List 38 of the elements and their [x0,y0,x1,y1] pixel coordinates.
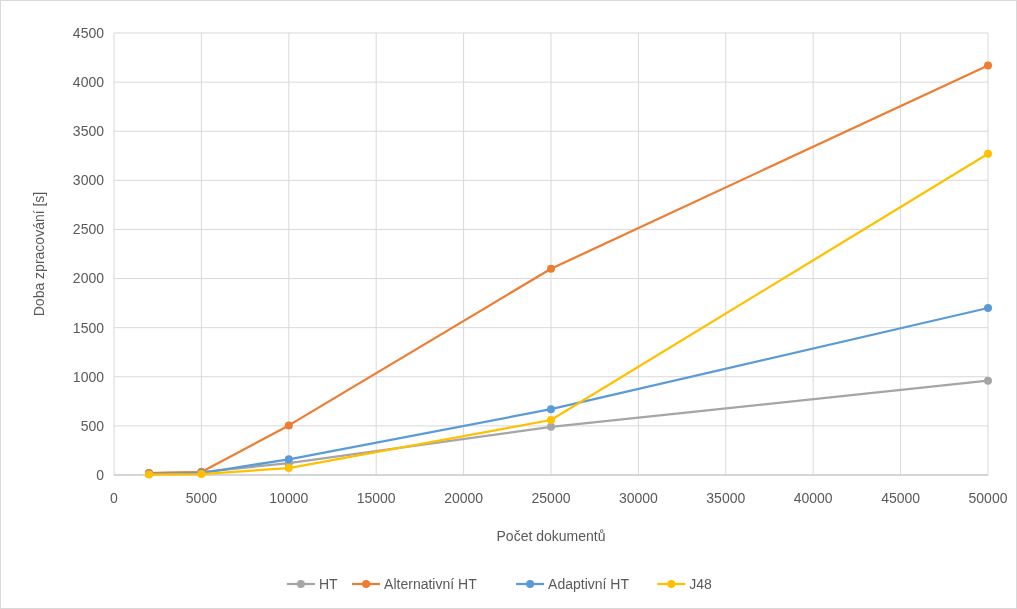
y-axis-title: Doba zpracování [s] [31,191,47,317]
y-tick-label: 4500 [72,24,105,41]
y-tick-label: 500 [80,417,105,434]
y-tick-label: 1500 [72,319,105,336]
x-tick-label: 40000 [793,490,833,506]
x-axis-title: Počet dokumentů [496,528,606,544]
y-tick-label: 3000 [72,172,105,189]
point [547,264,555,273]
y-tick-label: 0 [96,466,105,483]
point [284,455,293,464]
x-tick-label: 30000 [618,490,659,506]
point [984,376,992,385]
legend-label: Alternativní HT [384,575,478,592]
point [984,149,992,158]
x-tick-label: 0 [110,490,119,506]
legend-label: HT [318,575,339,592]
x-tick-label: 35000 [706,490,746,506]
legend-label: Adaptivní HT [548,575,630,592]
x-tick-label: 25000 [531,490,571,506]
x-tick-label: 5000 [185,490,218,506]
y-tick-label: 2500 [72,221,105,238]
x-tick-label: 10000 [269,490,309,506]
y-tick-label: 2000 [72,270,105,287]
y-tick-label: 1000 [72,368,105,385]
point [547,405,555,414]
y-tick-label: 4000 [72,74,105,91]
legend-label: J48 [689,575,713,592]
x-tick-label: 45000 [881,490,921,506]
point [284,464,293,473]
x-tick-label: 20000 [444,490,484,506]
y-tick-label: 3500 [72,123,105,140]
point [547,416,555,424]
point [984,61,992,70]
point [284,421,293,430]
x-tick-label: 15000 [356,490,396,506]
point [547,422,555,431]
x-tick-label: 50000 [968,490,1008,506]
point [984,304,992,313]
